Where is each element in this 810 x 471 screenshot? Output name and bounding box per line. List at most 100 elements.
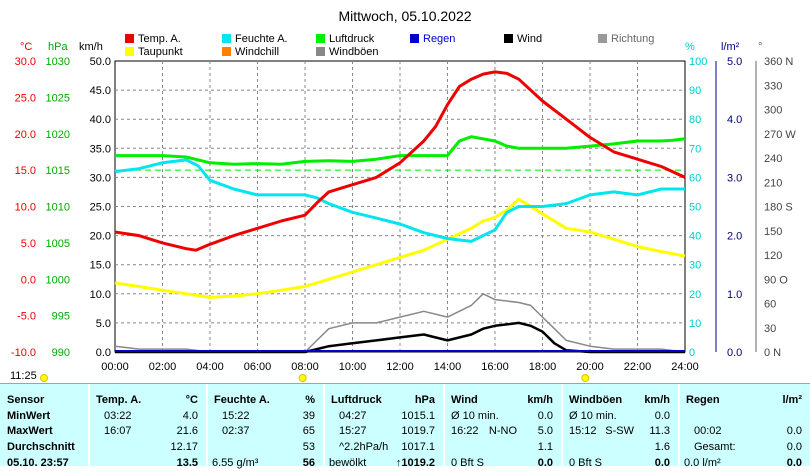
legend-swatch-icon bbox=[598, 34, 607, 43]
legend-label: Windchill bbox=[235, 46, 279, 58]
table-cell-value: 13.5 bbox=[176, 457, 198, 469]
tick-label-pressure: 1030 bbox=[46, 56, 70, 68]
tick-label-pressure: 995 bbox=[52, 311, 70, 323]
tick-label-humidity: 50 bbox=[689, 202, 701, 214]
table-col-3: Luftdruck hPa 04:27 1015.1 15:27 1019.7 ^2.2hP… bbox=[323, 384, 443, 469]
table-cell-min: Ø 10 min. 0.0 bbox=[445, 408, 561, 424]
table-col-header: Regen l/m² bbox=[680, 392, 810, 408]
tick-label-wind: 5.0 bbox=[96, 318, 111, 330]
legend-swatch-icon bbox=[504, 34, 513, 43]
stats-table: Sensor MinWert MaxWert Durchschnitt 05.10. 2… bbox=[0, 383, 810, 469]
tick-label-rain: 0.0 bbox=[727, 347, 742, 359]
table-cell-dir: S-SW bbox=[605, 425, 634, 437]
tick-label-time: 06:00 bbox=[244, 361, 272, 373]
tick-label-pressure: 1025 bbox=[46, 92, 70, 104]
table-cell-min: 04:27 1015.1 bbox=[325, 408, 443, 424]
tick-label-pressure: 1000 bbox=[46, 274, 70, 286]
table-cell-label: 6.55 g/m³ bbox=[212, 457, 259, 469]
tick-label-humidity: 0 bbox=[689, 347, 695, 359]
table-cell-max: 02:37 65 bbox=[208, 423, 323, 439]
tick-label-temp: 20.0 bbox=[15, 129, 36, 141]
chart-grid bbox=[115, 61, 685, 352]
table-cell-value: 65 bbox=[302, 425, 315, 437]
tick-label-wind: 30.0 bbox=[90, 172, 111, 184]
table-col-2: Feuchte A.% 15:22 39 02:37 65 53 6.55 g/m³ 56 bbox=[206, 384, 323, 469]
tick-label-wind: 50.0 bbox=[90, 56, 111, 68]
time-markers bbox=[40, 374, 590, 382]
table-col-header: Wind km/h bbox=[445, 392, 561, 408]
table-cell-value: 21.6 bbox=[176, 425, 198, 437]
axis-units: °C hPa km/h% l/m² ° bbox=[20, 41, 762, 53]
table-col-5: Windböen km/h Ø 10 min. 0.0 15:12 S-SW 11.3 1.6… bbox=[561, 384, 678, 469]
tick-label-wind: 10.0 bbox=[90, 289, 111, 301]
tick-label-direction: 120 bbox=[764, 250, 782, 262]
tick-label-direction: 60 bbox=[764, 299, 776, 311]
table-col-title: Temp. A. bbox=[96, 394, 142, 406]
series-line-luftdruck bbox=[115, 135, 686, 166]
axis-unit-wind: km/h bbox=[79, 41, 103, 53]
table-cell-label: 0 Bft S bbox=[569, 457, 603, 469]
table-cell-min bbox=[680, 408, 810, 424]
table-cell-label: 00:02 bbox=[694, 425, 722, 437]
table-cell-label: 0.0 l/m² bbox=[684, 457, 721, 469]
table-cell-value: 1.6 bbox=[654, 441, 670, 453]
table-col-unit: hPa bbox=[414, 394, 435, 406]
table-cell-value: ↑1019.2 bbox=[395, 457, 435, 469]
table-cell-now: 0 Bft S 0.0 bbox=[563, 455, 678, 471]
tick-label-pressure: 1005 bbox=[46, 238, 70, 250]
legend-label: Temp. A. bbox=[138, 33, 181, 45]
tick-label-temp: 5.0 bbox=[21, 238, 36, 250]
table-cell-value: 1.1 bbox=[537, 441, 553, 453]
status-time: 11:25 bbox=[10, 370, 37, 382]
row-label-avg: Durchschnitt bbox=[7, 441, 75, 453]
table-cell-label: 04:27 bbox=[339, 410, 367, 422]
table-cell-now: bewölkt ↑1019.2 bbox=[325, 455, 443, 471]
legend-label: Luftdruck bbox=[329, 33, 375, 45]
table-cell-label: 15:27 bbox=[339, 425, 367, 437]
axis-unit-direction: ° bbox=[758, 41, 762, 53]
tick-label-time: 16:00 bbox=[481, 361, 509, 373]
table-cell-max: 16:22 N-NO 5.0 bbox=[445, 423, 561, 439]
table-col-unit: % bbox=[305, 394, 315, 406]
tick-label-pressure: 1015 bbox=[46, 165, 70, 177]
row-label-header: Sensor bbox=[7, 394, 45, 406]
table-cell-value: 5.0 bbox=[537, 425, 553, 437]
row-label-min: MinWert bbox=[7, 410, 51, 422]
axis-unit-temp: °C bbox=[20, 41, 32, 53]
table-cell-label: 02:37 bbox=[222, 425, 250, 437]
table-col-1: Temp. A. °C 03:22 4.0 16:07 21.6 12.17 13.5 bbox=[88, 384, 206, 469]
table-cell-avg: 53 bbox=[208, 439, 323, 455]
legend-label: Windböen bbox=[329, 46, 379, 58]
table-cell-label: 03:22 bbox=[104, 410, 132, 422]
legend-swatch-icon bbox=[222, 47, 231, 56]
tick-label-temp: 25.0 bbox=[15, 92, 36, 104]
table-cell-min: Ø 10 min. 0.0 bbox=[563, 408, 678, 424]
table-cell-dir: N-NO bbox=[488, 425, 517, 437]
tick-label-time: 02:00 bbox=[149, 361, 177, 373]
table-cell-min: 15:22 39 bbox=[208, 408, 323, 424]
legend-label: Regen bbox=[423, 33, 455, 45]
tick-label-time: 20:00 bbox=[576, 361, 604, 373]
table-cell-value: 56 bbox=[302, 457, 315, 469]
tick-label-direction: 330 bbox=[764, 80, 782, 92]
table-col-unit: km/h bbox=[527, 394, 553, 406]
chart-title: Mittwoch, 05.10.2022 bbox=[338, 8, 471, 24]
table-cell-max: 00:02 0.0 bbox=[680, 423, 810, 439]
table-cell-now: 0 Bft S 0.0 bbox=[445, 455, 561, 471]
table-col-title: Regen bbox=[686, 394, 720, 406]
tick-label-humidity: 100 bbox=[689, 56, 707, 68]
tick-label-wind: 45.0 bbox=[90, 85, 111, 97]
sun-marker-icon bbox=[581, 374, 590, 382]
tick-label-time: 04:00 bbox=[196, 361, 224, 373]
table-cell-avg: Gesamt: 0.0 bbox=[680, 439, 810, 455]
tick-label-direction: 150 bbox=[764, 226, 782, 238]
tick-label-direction: 210 bbox=[764, 177, 782, 189]
tick-label-humidity: 60 bbox=[689, 172, 701, 184]
table-cell-value: 0.0 bbox=[786, 457, 802, 469]
tick-label-humidity: 30 bbox=[689, 260, 701, 272]
table-cell-value: 1015.1 bbox=[401, 410, 435, 422]
tick-label-wind: 25.0 bbox=[90, 202, 111, 214]
table-cell-avg: ^2.2hPa/h 1017.1 bbox=[325, 439, 443, 455]
legend-swatch-icon bbox=[125, 47, 134, 56]
table-cell-value: 0.0 bbox=[786, 441, 802, 453]
